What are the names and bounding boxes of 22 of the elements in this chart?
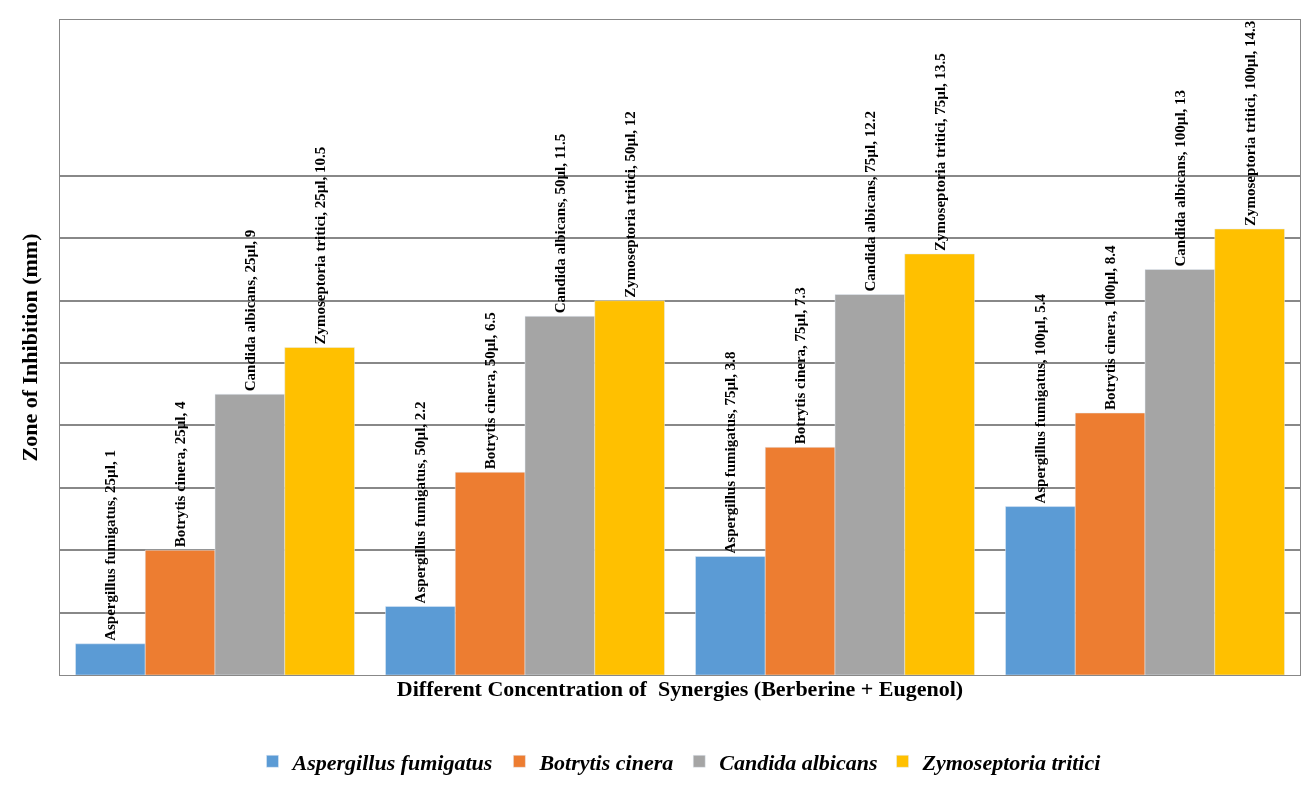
data-label: Zymoseptoria tritici, 25µl, 10.5 <box>311 146 328 345</box>
data-label: Candida albicans, 100µl, 13 <box>1171 89 1188 267</box>
data-label: Aspergillus fumigatus, 75µl, 3.8 <box>722 351 739 554</box>
legend-label: Botrytis cinera <box>538 749 674 775</box>
legend-label: Aspergillus fumigatus <box>290 749 493 775</box>
data-label: Aspergillus fumigatus, 25µl, 1 <box>102 450 119 641</box>
data-label: Candida albicans, 25µl, 9 <box>241 229 258 392</box>
legend-label: Candida albicans <box>719 749 878 775</box>
data-label: Botrytis cinera, 100µl, 8.4 <box>1102 245 1119 410</box>
data-label: Zymoseptoria tritici, 100µl, 14.3 <box>1241 20 1258 226</box>
y-axis-title: Zone of Inhibition (mm) <box>16 233 42 462</box>
data-label: Botrytis cinera, 50µl, 6.5 <box>482 312 499 470</box>
data-label: Aspergillus fumigatus, 100µl, 5.4 <box>1032 293 1049 504</box>
x-axis-title: Different Concentration of Synergies (Berberine + Eugenol) <box>396 675 964 701</box>
data-label: Zymoseptoria tritici, 75µl, 13.5 <box>931 53 948 251</box>
data-label: Zymoseptoria tritici, 50µl, 12 <box>621 111 638 298</box>
data-label: Aspergillus fumigatus, 50µl, 2.2 <box>412 401 429 604</box>
data-label: Botrytis cinera, 25µl, 4 <box>172 401 189 548</box>
legend-label: Zymoseptoria tritici <box>921 749 1102 775</box>
data-label: Candida albicans, 50µl, 11.5 <box>551 133 568 314</box>
data-label: Candida albicans, 75µl, 12.2 <box>861 111 878 292</box>
data-label: Botrytis cinera, 75µl, 7.3 <box>792 287 809 445</box>
